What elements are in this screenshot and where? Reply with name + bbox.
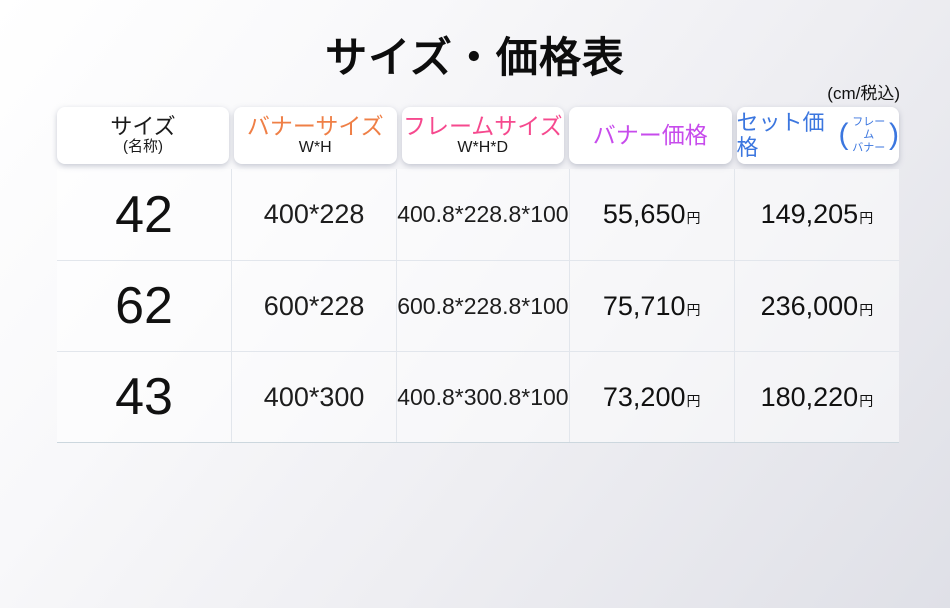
banner-price-value: 73,200 円 <box>603 382 701 413</box>
set-price-value: 236,000 円 <box>761 291 874 322</box>
price-number: 73,200 <box>602 381 686 412</box>
cell-banner-price: 73,200 円 <box>568 352 734 442</box>
banner-size-value: 400*300 <box>263 381 365 412</box>
paren-line-banner: バナー <box>852 142 886 155</box>
header-label: フレームサイズ <box>402 112 563 139</box>
table-row: 43 400*300 400.8*300.8*100 73,200 円 180,2… <box>57 351 899 442</box>
set-price-value: 149,205 円 <box>761 199 874 230</box>
header-sublabel: W*H*D <box>457 139 509 157</box>
banner-size-value: 400*228 <box>263 199 365 229</box>
yen-suffix: 円 <box>686 210 701 226</box>
price-number: 55,650 <box>602 199 686 229</box>
table-header-row: サイズ (名称) バナーサイズ W*H フレームサイズ W*H*D バナー価格 … <box>57 107 899 164</box>
cell-frame-size: 400.8*228.8*100 <box>396 169 569 260</box>
size-name-value: 42 <box>115 185 173 244</box>
header-size-name: サイズ (名称) <box>57 107 229 164</box>
yen-suffix: 円 <box>686 392 701 409</box>
paren-open: ( <box>838 117 849 151</box>
yen-suffix: 円 <box>859 301 874 318</box>
header-label: バナー価格 <box>592 121 708 148</box>
price-number: 149,205 <box>760 199 859 229</box>
paren-close: ) <box>889 117 899 151</box>
yen-suffix: 円 <box>859 210 874 226</box>
cell-banner-size: 600*228 <box>231 261 396 351</box>
frame-size-value: 600.8*228.8*100 <box>397 292 569 319</box>
cell-set-price: 180,220 円 <box>733 352 899 442</box>
cell-frame-size: 600.8*228.8*100 <box>396 261 569 351</box>
paren-line-frame: フレーム <box>852 115 886 141</box>
header-sublabel: (名称) <box>123 138 163 156</box>
yen-suffix: 円 <box>859 392 874 409</box>
header-banner-size: バナーサイズ W*H <box>234 107 397 164</box>
price-number: 180,220 <box>760 381 859 412</box>
header-frame-size: フレームサイズ W*H*D <box>401 107 564 164</box>
cell-banner-size: 400*228 <box>231 169 396 260</box>
price-number: 236,000 <box>760 290 859 321</box>
page-title: サイズ・価格表 <box>325 34 625 81</box>
header-paren-stack: フレーム バナー <box>849 116 890 156</box>
frame-size-value: 400.8*228.8*100 <box>397 201 569 227</box>
header-label: セット価格 <box>736 109 825 160</box>
cell-set-price: 236,000 円 <box>733 261 899 351</box>
cell-size-name: 62 <box>57 261 231 351</box>
table-row: 62 600*228 600.8*228.8*100 75,710 円 236,0… <box>57 260 899 351</box>
cell-banner-price: 75,710 円 <box>568 261 734 351</box>
banner-price-value: 75,710 円 <box>603 291 701 322</box>
header-sublabel: W*H <box>298 139 332 157</box>
cell-size-name: 43 <box>57 352 231 442</box>
cell-banner-size: 400*300 <box>231 352 396 442</box>
price-table: サイズ (名称) バナーサイズ W*H フレームサイズ W*H*D バナー価格 … <box>57 107 899 443</box>
unit-note: (cm/税込) <box>827 84 900 103</box>
table-body: 42 400*228 400.8*228.8*100 55,650 円 149,2… <box>57 169 899 443</box>
price-number: 75,710 <box>602 290 686 321</box>
cell-set-price: 149,205 円 <box>733 169 899 260</box>
cell-banner-price: 55,650 円 <box>568 169 734 260</box>
banner-price-value: 55,650 円 <box>603 199 701 230</box>
header-label: バナーサイズ <box>246 112 384 139</box>
yen-suffix: 円 <box>686 301 701 318</box>
banner-size-value: 600*228 <box>263 290 365 321</box>
header-label: サイズ <box>110 113 176 139</box>
cell-size-name: 42 <box>57 169 231 260</box>
table-row: 42 400*228 400.8*228.8*100 55,650 円 149,2… <box>57 169 899 260</box>
frame-size-value: 400.8*300.8*100 <box>397 383 569 410</box>
header-banner-price: バナー価格 <box>569 107 732 164</box>
set-price-value: 180,220 円 <box>761 382 874 413</box>
header-set-price: セット価格 ( フレーム バナー ) <box>736 107 899 164</box>
size-name-value: 43 <box>115 368 173 426</box>
cell-frame-size: 400.8*300.8*100 <box>396 352 569 442</box>
size-name-value: 62 <box>115 277 173 335</box>
